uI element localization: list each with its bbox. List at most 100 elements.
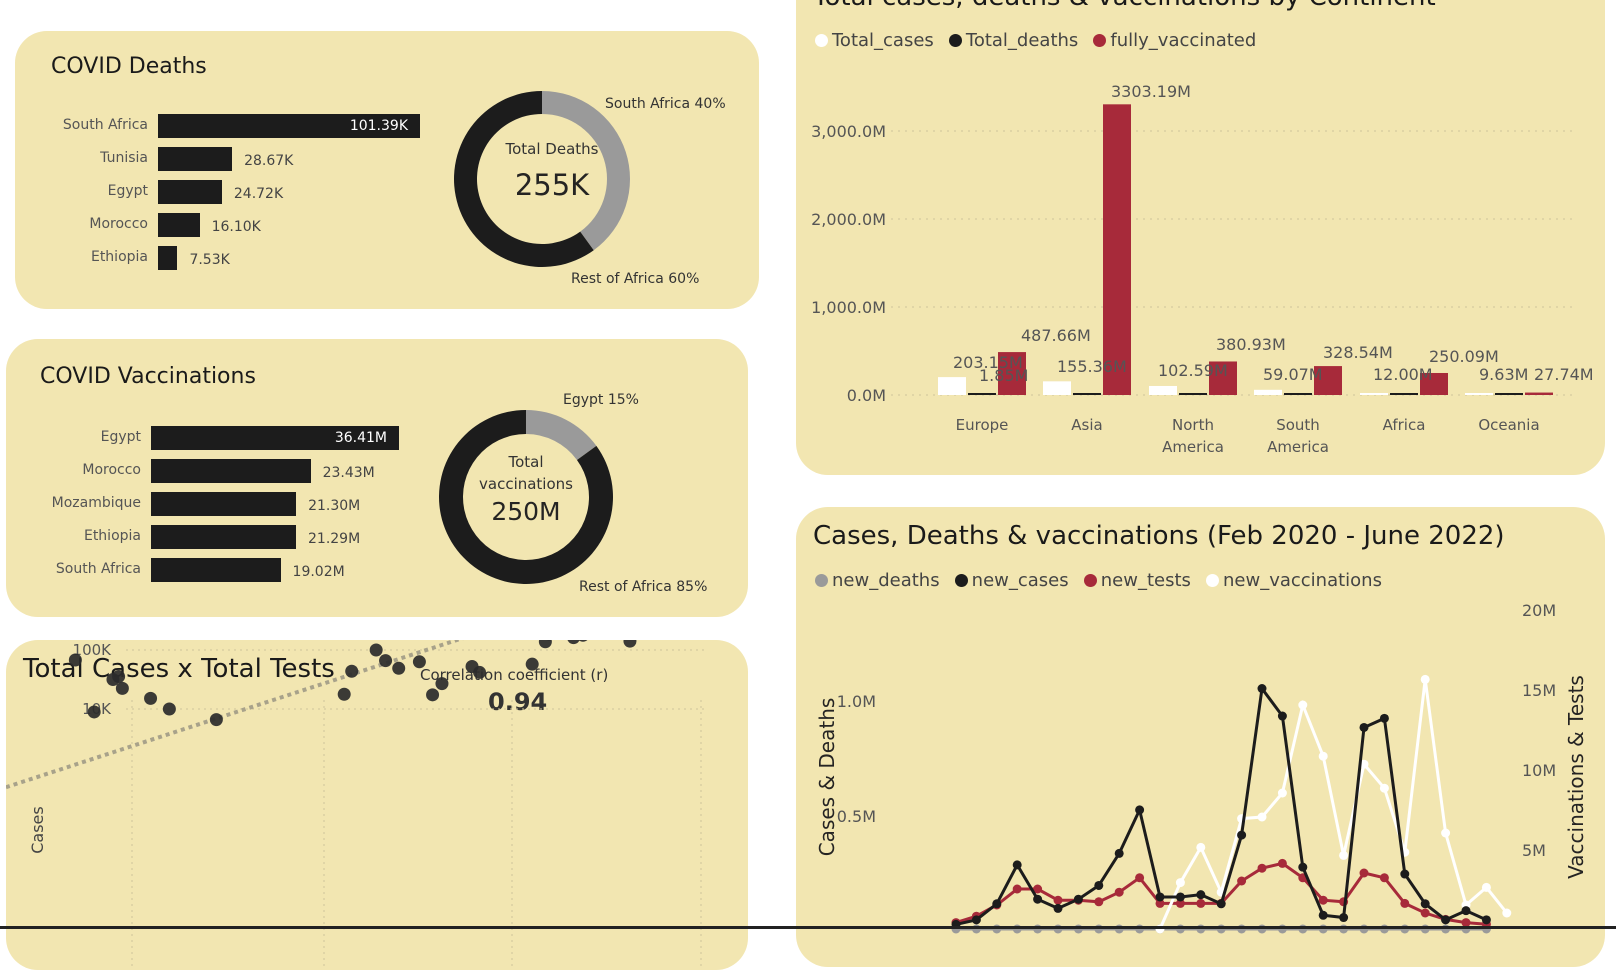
bar-Total_deaths [1390,393,1418,395]
bar[interactable] [151,426,399,450]
y-left-axis-label: Cases & Deaths [815,698,839,857]
y-right-tick-label: 5M [1522,841,1546,860]
scatter-point [379,654,393,668]
deaths-donut-value: 255K [514,168,590,202]
point-new_cases [1379,713,1389,723]
bar-category-label: Tunisia [100,150,148,166]
scatter-point [68,653,82,667]
vaccinations-donut-value: 250M [491,497,561,526]
scatter-point [337,687,351,701]
timeline-title: Cases, Deaths & vaccinations (Feb 2020 -… [813,521,1505,551]
bar-Total_cases [1149,385,1177,395]
deaths-title: COVID Deaths [51,54,207,79]
bar-value-label: 19.02M [292,564,345,580]
point-new_cases [1339,913,1349,923]
point-new_cases [1155,892,1165,902]
legend-fully-vaccinated[interactable]: fully_vaccinated [1093,30,1256,51]
y-tick-label: 3,000.0M [811,122,886,141]
y-right-tick-label: 15M [1522,681,1556,700]
x-tick-label: South [1276,416,1320,434]
bar-fully_vaccinated [998,352,1026,395]
bar[interactable] [151,558,281,582]
deaths-card: COVID Deaths South Africa 101.39K Tunisia 2… [15,31,759,309]
scatter-point [435,677,449,691]
bar-data-label: 487.66M [1021,326,1091,345]
point-new_cases [1175,892,1185,902]
bar-Total_cases [1043,381,1071,395]
point-new_vaccinations [1379,783,1389,793]
point-new_tests [1012,884,1022,894]
y-right-tick-label: 20M [1522,601,1556,620]
bar[interactable] [158,147,233,171]
scatter-point [567,640,580,645]
bar[interactable] [151,525,296,549]
bottom-border [0,926,1616,929]
bar[interactable] [151,492,297,516]
bar-category-label: Morocco [89,216,148,232]
bar-data-label: 1.85M [979,366,1028,385]
bar-category-label: Ethiopia [90,249,148,265]
point-new_vaccinations [1277,788,1287,798]
point-new_cases [1216,899,1226,909]
bar-category-label: Egypt [100,429,141,445]
bar-data-label: 9.63M [1479,365,1528,384]
point-new_tests [1318,895,1328,905]
legend-new-cases[interactable]: new_cases [954,570,1069,591]
vaccinations-donut-label-line1: Total [508,453,544,471]
point-new_cases [1441,915,1451,925]
bar[interactable] [158,213,200,237]
point-new_tests [1135,873,1145,883]
bar-Total_deaths [1284,393,1312,395]
bar[interactable] [158,246,178,270]
bar[interactable] [158,180,222,204]
vaccinations-title: COVID Vaccinations [40,364,256,389]
bar-fully_vaccinated [1314,366,1342,395]
legend-total-deaths[interactable]: Total_deaths [948,30,1078,51]
point-new_tests [1359,868,1369,878]
bar[interactable] [151,459,311,483]
scatter-point [369,643,383,657]
vaccinations-donut-chart [439,410,613,584]
bar-category-label: Egypt [107,183,148,199]
bar-Total_deaths [1073,393,1101,395]
bar-data-label: 380.93M [1216,335,1286,354]
scatter-point [538,640,552,649]
scatter-point [465,660,479,674]
bar-data-label: 27.74M [1534,365,1594,384]
point-new_vaccinations [1502,908,1512,918]
deaths-slice-top-label: South Africa 40% [605,96,726,112]
scatter-point [345,664,359,678]
bar[interactable] [158,114,420,138]
point-new_cases [1094,880,1104,890]
bar-value-label: 28.67K [244,153,294,169]
legend-dot-icon [954,574,968,587]
point-new_cases [1196,890,1206,900]
bar-data-label: 155.36M [1057,357,1127,376]
legend-total-cases[interactable]: Total_cases [815,30,934,51]
point-new_tests [1461,918,1471,928]
y-tick-label: 1,000.0M [811,298,886,317]
vaccinations-slice-bottom-label: Rest of Africa 85% [579,579,708,595]
y-tick-label: 2,000.0M [811,210,886,229]
point-new_cases [1073,894,1083,904]
point-new_cases [992,899,1002,909]
legend-dot-icon [1093,34,1107,47]
bar-Total_cases [1360,393,1388,395]
point-new_cases [1053,903,1063,913]
vaccinations-card: COVID Vaccinations Egypt 36.41M Morocco 23.… [6,339,748,617]
legend-new-tests[interactable]: new_tests [1083,570,1191,591]
y-right-tick-label: 10M [1522,761,1556,780]
bar-value-label: 24.72K [233,186,284,202]
legend-new-vaccinations[interactable]: new_vaccinations [1205,570,1382,591]
point-new_tests [1196,898,1206,908]
bar-Total_cases [1465,393,1493,395]
point-new_cases [1481,915,1491,925]
legend-new-deaths[interactable]: new_deaths [815,570,940,591]
point-new_cases [1012,860,1022,870]
point-new_cases [1135,805,1145,815]
scatter-point [162,702,176,716]
line-new_vaccinations [1158,679,1508,930]
point-new_cases [1298,862,1308,872]
vaccinations-donut-label-line2: vaccinations [479,475,573,493]
legend-dot-icon [815,34,828,47]
